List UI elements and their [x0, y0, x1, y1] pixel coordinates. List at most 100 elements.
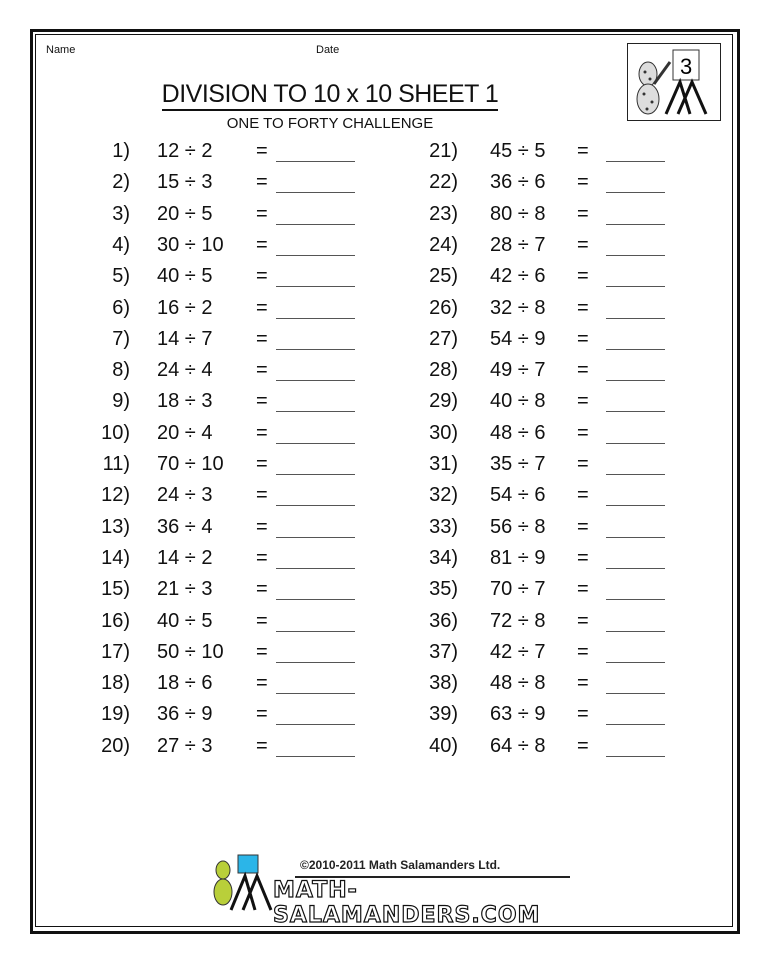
problem-number: 28): [429, 359, 458, 382]
problem-number: 14): [101, 546, 130, 569]
problem-expression: 21 ÷ 3: [157, 578, 213, 601]
answer-blank[interactable]: [606, 599, 665, 601]
answer-blank[interactable]: [276, 661, 355, 663]
problem-number: 21): [429, 140, 458, 162]
answer-blank[interactable]: [606, 380, 665, 382]
equals-sign: =: [577, 672, 589, 695]
answer-blank[interactable]: [606, 724, 665, 726]
equals-sign: =: [256, 296, 268, 319]
answer-blank[interactable]: [606, 348, 665, 350]
equals-sign: =: [577, 640, 589, 663]
problem-number: 5): [112, 265, 130, 288]
answer-blank[interactable]: [276, 348, 355, 350]
problem-expression: 72 ÷ 8: [490, 609, 546, 632]
problem-number: 16): [101, 609, 130, 632]
answer-blank[interactable]: [606, 536, 665, 538]
answer-blank[interactable]: [606, 693, 665, 695]
problem-number: 40): [429, 734, 458, 757]
equals-sign: =: [577, 609, 589, 632]
equals-sign: =: [256, 171, 268, 194]
answer-blank[interactable]: [606, 254, 665, 256]
answer-blank[interactable]: [606, 192, 665, 194]
problem-expression: 70 ÷ 7: [490, 578, 546, 601]
problem-number: 12): [101, 484, 130, 507]
answer-blank[interactable]: [276, 380, 355, 382]
equals-sign: =: [256, 233, 268, 256]
problem-expression: 14 ÷ 2: [157, 546, 213, 569]
equals-sign: =: [577, 327, 589, 350]
answer-blank[interactable]: [276, 536, 355, 538]
answer-blank[interactable]: [606, 755, 665, 757]
answer-blank[interactable]: [276, 693, 355, 695]
problem-expression: 45 ÷ 5: [490, 140, 546, 162]
answer-blank[interactable]: [276, 317, 355, 319]
problem-expression: 36 ÷ 9: [157, 703, 213, 726]
answer-blank[interactable]: [276, 254, 355, 256]
problem-number: 38): [429, 672, 458, 695]
problem-number: 37): [429, 640, 458, 663]
problem-expression: 20 ÷ 5: [157, 202, 213, 225]
problem-expression: 54 ÷ 9: [490, 327, 546, 350]
equals-sign: =: [256, 327, 268, 350]
problem-number: 26): [429, 296, 458, 319]
equals-sign: =: [256, 703, 268, 726]
answer-blank[interactable]: [276, 192, 355, 194]
answer-blank[interactable]: [606, 474, 665, 475]
equals-sign: =: [256, 515, 268, 538]
problem-number: 3): [112, 202, 130, 225]
salamander-logo: 3: [627, 43, 721, 121]
answer-blank[interactable]: [606, 411, 665, 413]
equals-sign: =: [577, 515, 589, 538]
answer-blank[interactable]: [606, 442, 665, 444]
equals-sign: =: [577, 546, 589, 569]
date-label: Date: [316, 44, 340, 56]
answer-blank[interactable]: [276, 505, 355, 507]
problem-number: 9): [112, 390, 130, 413]
problem-number: 20): [101, 734, 130, 757]
problem-expression: 42 ÷ 6: [490, 265, 546, 288]
equals-sign: =: [577, 265, 589, 288]
problem-expression: 16 ÷ 2: [157, 296, 213, 319]
equals-sign: =: [577, 453, 589, 475]
answer-blank[interactable]: [276, 630, 355, 632]
problem-expression: 56 ÷ 8: [490, 515, 546, 538]
answer-blank[interactable]: [276, 724, 355, 726]
problem-expression: 24 ÷ 3: [157, 484, 213, 507]
answer-blank[interactable]: [276, 161, 355, 162]
problem-number: 29): [429, 390, 458, 413]
problem-number: 36): [429, 609, 458, 632]
answer-blank[interactable]: [276, 223, 355, 225]
problem-expression: 28 ÷ 7: [490, 233, 546, 256]
answer-blank[interactable]: [606, 223, 665, 225]
problem-expression: 35 ÷ 7: [490, 453, 546, 475]
answer-blank[interactable]: [276, 474, 355, 475]
answer-blank[interactable]: [276, 411, 355, 413]
answer-blank[interactable]: [606, 505, 665, 507]
problem-expression: 20 ÷ 4: [157, 421, 213, 444]
problem-expression: 50 ÷ 10: [157, 640, 224, 663]
equals-sign: =: [256, 359, 268, 382]
problem-expression: 48 ÷ 8: [490, 672, 546, 695]
answer-blank[interactable]: [606, 317, 665, 319]
answer-blank[interactable]: [276, 755, 355, 757]
problem-number: 34): [429, 546, 458, 569]
page-border: [30, 29, 740, 934]
answer-blank[interactable]: [606, 286, 665, 288]
problem-number: 2): [112, 171, 130, 194]
problem-number: 18): [101, 672, 130, 695]
answer-blank[interactable]: [606, 630, 665, 632]
answer-blank[interactable]: [606, 161, 665, 162]
answer-blank[interactable]: [606, 661, 665, 663]
problem-expression: 63 ÷ 9: [490, 703, 546, 726]
answer-blank[interactable]: [276, 599, 355, 601]
answer-blank[interactable]: [276, 567, 355, 569]
answer-blank[interactable]: [276, 442, 355, 444]
answer-blank[interactable]: [276, 286, 355, 288]
problem-expression: 15 ÷ 3: [157, 171, 213, 194]
problem-expression: 30 ÷ 10: [157, 233, 224, 256]
answer-blank[interactable]: [606, 567, 665, 569]
problem-number: 8): [112, 359, 130, 382]
equals-sign: =: [256, 390, 268, 413]
problem-expression: 64 ÷ 8: [490, 734, 546, 757]
footer: ©2010-2011 Math Salamanders Ltd. MATH-SA…: [205, 852, 570, 929]
